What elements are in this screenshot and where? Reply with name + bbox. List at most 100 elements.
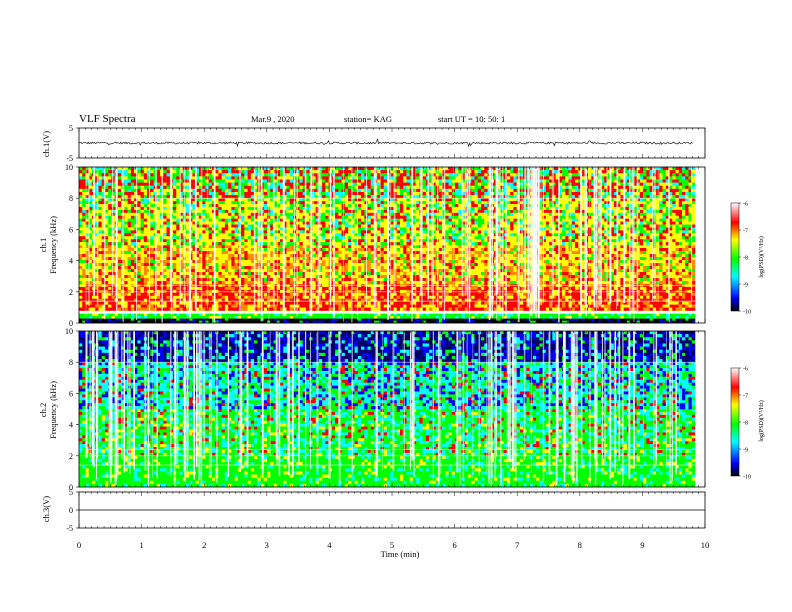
spectrogram-cell: [241, 314, 245, 317]
spectrogram-cell: [82, 275, 86, 278]
spectrogram-cell: [248, 308, 252, 311]
spectrogram-cell: [429, 316, 433, 319]
spectrogram-cell: [306, 254, 310, 257]
spectrogram-cell: [131, 314, 135, 317]
spectrogram-cell: [410, 314, 414, 317]
spectrogram-cell: [465, 308, 469, 311]
spectrogram-cell: [111, 308, 115, 311]
spectrogram-cell: [231, 254, 235, 257]
spectrogram-cell: [222, 272, 226, 275]
spectrogram-cell: [163, 287, 167, 290]
spectrogram-cell: [131, 278, 135, 281]
spectrogram-cell: [513, 278, 517, 281]
spectrogram-cell: [248, 254, 252, 257]
spectrogram-cell: [384, 302, 388, 305]
spectrogram-cell: [134, 316, 138, 319]
spectrogram-cell: [108, 287, 112, 290]
spectrogram-cell: [445, 314, 449, 317]
spectrogram-cell: [286, 257, 290, 260]
spectrogram-cell: [400, 245, 404, 248]
spectrogram-cell: [105, 316, 109, 319]
spectrogram-cell: [416, 260, 420, 263]
spectrogram-cell: [290, 260, 294, 263]
spectrogram-cell: [316, 318, 320, 321]
spectrogram-cell: [484, 245, 488, 248]
spectrogram-cell: [659, 314, 663, 317]
spectrogram-cell: [157, 251, 161, 254]
spectrogram-cell: [92, 302, 96, 305]
spectrogram-cell: [562, 272, 566, 275]
spectrogram-cell: [458, 318, 462, 321]
spectrogram-cell: [345, 251, 349, 254]
spectrogram-cell: [656, 308, 660, 311]
spectrogram-cell: [640, 272, 644, 275]
spectrogram-cell: [672, 296, 676, 299]
spectrogram-cell: [325, 278, 329, 281]
spectrogram-cell: [147, 260, 151, 263]
spectrogram-cell: [462, 314, 466, 317]
spectrogram-cell: [244, 308, 248, 311]
spectrogram-cell: [449, 248, 453, 251]
spectrogram-cell: [458, 287, 462, 290]
spectrogram-cell: [322, 293, 326, 296]
spectrogram-cell: [406, 316, 410, 319]
spectrogram-cell: [128, 254, 132, 257]
spectrogram-cell: [98, 293, 102, 296]
spectrogram-cell: [264, 293, 268, 296]
spectrogram-cell: [209, 254, 213, 257]
spectrogram-cell: [646, 278, 650, 281]
spectrogram-cell: [484, 318, 488, 321]
spectrogram-cell: [141, 248, 145, 251]
spectrogram-cell: [147, 257, 151, 260]
spectrogram-cell: [150, 314, 154, 317]
spectrogram-cell: [264, 260, 268, 263]
spectrogram-cell: [368, 263, 372, 266]
spectrogram-cell: [248, 275, 252, 278]
spectrogram-cell: [458, 251, 462, 254]
spectrogram-cell: [319, 275, 323, 278]
spectrogram-cell: [264, 269, 268, 272]
spectrogram-cell: [225, 266, 229, 269]
spectrogram-cell: [381, 257, 385, 260]
spectrogram-cell: [397, 278, 401, 281]
spectrogram-cell: [167, 254, 171, 257]
spectrogram-cell: [646, 314, 650, 317]
spectrogram-cell: [478, 272, 482, 275]
spectrogram-cell: [131, 318, 135, 321]
spectrogram-cell: [173, 269, 177, 272]
spectrogram-cell: [322, 272, 326, 275]
spectrogram-cell: [141, 272, 145, 275]
spectrogram-cell: [497, 314, 501, 317]
spectrogram-cell: [423, 269, 427, 272]
spectrogram-cell: [124, 266, 128, 269]
spectrogram-cell: [381, 293, 385, 296]
spectrogram-cell: [118, 293, 122, 296]
spectrogram-cell: [679, 316, 683, 319]
spectrogram-cell: [682, 316, 686, 319]
spectrogram-cell: [137, 314, 141, 317]
spectrogram-cell: [449, 257, 453, 260]
spectrogram-cell: [167, 266, 171, 269]
spectrogram-cell: [264, 278, 268, 281]
spectrogram-cell: [332, 318, 336, 321]
spectrogram-cell: [244, 248, 248, 251]
spectrogram-cell: [319, 318, 323, 321]
spectrogram-cell: [222, 263, 226, 266]
spectrogram-cell: [150, 248, 154, 251]
spectrogram-cell: [345, 257, 349, 260]
spectrogram-cell: [108, 245, 112, 248]
spectrogram-cell: [105, 251, 109, 254]
spectrogram-cell: [183, 318, 187, 321]
spectrogram-cell: [157, 281, 161, 284]
spectrogram-cell: [274, 318, 278, 321]
spectrogram-cell: [546, 266, 550, 269]
spectrogram-cell: [659, 316, 663, 319]
spectrogram-cell: [384, 293, 388, 296]
spectrogram-cell: [231, 318, 235, 321]
spectrogram-cell: [620, 305, 624, 308]
spectrogram-cell: [361, 260, 365, 263]
spectrogram-cell: [348, 266, 352, 269]
spectrogram-cell: [530, 316, 534, 319]
spectrogram-cell: [361, 296, 365, 299]
spectrogram-cell: [455, 275, 459, 278]
